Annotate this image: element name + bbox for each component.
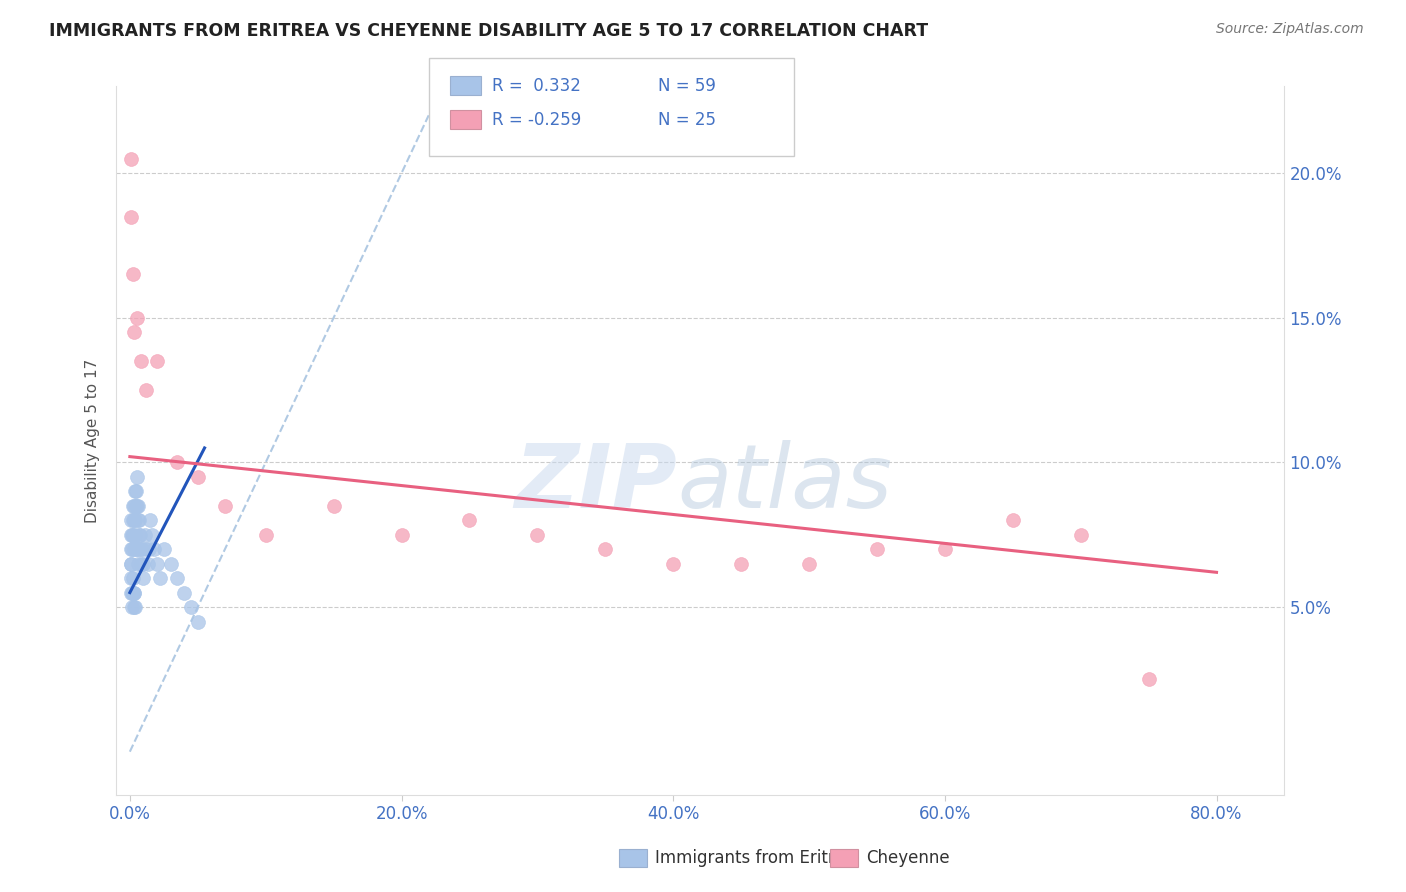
- Text: R = -0.259: R = -0.259: [492, 111, 581, 128]
- Point: [124, 600, 146, 615]
- Point: [120, 210, 142, 224]
- Point: [122, 542, 145, 557]
- Point: [730, 557, 752, 571]
- Point: [121, 600, 143, 615]
- Point: [173, 585, 195, 599]
- Point: [187, 470, 209, 484]
- Point: [153, 542, 176, 557]
- Point: [136, 557, 159, 571]
- Point: [121, 513, 143, 527]
- Point: [135, 542, 157, 557]
- Point: [128, 542, 150, 557]
- Point: [662, 557, 685, 571]
- Point: [120, 585, 142, 599]
- Point: [121, 268, 143, 282]
- Point: [143, 542, 166, 557]
- Point: [122, 600, 145, 615]
- Text: IMMIGRANTS FROM ERITREA VS CHEYENNE DISABILITY AGE 5 TO 17 CORRELATION CHART: IMMIGRANTS FROM ERITREA VS CHEYENNE DISA…: [49, 22, 928, 40]
- Point: [125, 310, 148, 325]
- Point: [121, 542, 143, 557]
- Point: [138, 542, 160, 557]
- Point: [131, 542, 153, 557]
- Point: [125, 470, 148, 484]
- Point: [1137, 673, 1160, 687]
- Point: [121, 585, 143, 599]
- Text: ZIP: ZIP: [515, 440, 676, 527]
- Point: [322, 499, 344, 513]
- Point: [120, 571, 142, 585]
- Point: [134, 527, 156, 541]
- Point: [458, 513, 481, 527]
- Point: [122, 571, 145, 585]
- Point: [127, 513, 149, 527]
- Point: [120, 557, 142, 571]
- Point: [391, 527, 413, 541]
- Point: [120, 152, 142, 166]
- Point: [124, 585, 146, 599]
- Point: [122, 513, 145, 527]
- Point: [124, 484, 146, 499]
- Point: [166, 455, 188, 469]
- Point: [122, 585, 145, 599]
- Point: [121, 527, 143, 541]
- Point: [526, 527, 548, 541]
- Point: [254, 527, 277, 541]
- Point: [128, 527, 150, 541]
- Point: [127, 557, 149, 571]
- Point: [146, 354, 169, 368]
- Text: Source: ZipAtlas.com: Source: ZipAtlas.com: [1216, 22, 1364, 37]
- Point: [1001, 513, 1024, 527]
- Point: [129, 542, 152, 557]
- Point: [146, 557, 169, 571]
- Point: [120, 527, 142, 541]
- Point: [1070, 527, 1092, 541]
- Point: [132, 557, 155, 571]
- Point: [125, 499, 148, 513]
- Point: [131, 557, 153, 571]
- Point: [187, 615, 209, 629]
- Point: [129, 354, 152, 368]
- Point: [124, 527, 146, 541]
- Point: [166, 571, 188, 585]
- Point: [180, 600, 202, 615]
- Point: [125, 499, 148, 513]
- Point: [159, 557, 181, 571]
- Point: [121, 513, 143, 527]
- Text: R =  0.332: R = 0.332: [492, 77, 581, 95]
- Point: [125, 484, 148, 499]
- Text: Cheyenne: Cheyenne: [866, 849, 949, 867]
- Point: [135, 383, 157, 397]
- Point: [214, 499, 236, 513]
- Point: [124, 513, 146, 527]
- Point: [593, 542, 616, 557]
- Text: Immigrants from Eritrea: Immigrants from Eritrea: [655, 849, 855, 867]
- Text: N = 25: N = 25: [658, 111, 716, 128]
- Point: [122, 325, 145, 339]
- Point: [934, 542, 956, 557]
- Point: [141, 527, 163, 541]
- Point: [128, 513, 150, 527]
- Point: [129, 527, 152, 541]
- Point: [122, 527, 145, 541]
- Point: [120, 542, 142, 557]
- Point: [127, 499, 149, 513]
- Point: [149, 571, 172, 585]
- Point: [866, 542, 889, 557]
- Y-axis label: Disability Age 5 to 17: Disability Age 5 to 17: [86, 359, 100, 523]
- Point: [132, 571, 155, 585]
- Point: [127, 542, 149, 557]
- Point: [797, 557, 820, 571]
- Point: [124, 542, 146, 557]
- Point: [121, 499, 143, 513]
- Point: [120, 557, 142, 571]
- Point: [122, 499, 145, 513]
- Point: [139, 513, 162, 527]
- Text: N = 59: N = 59: [658, 77, 716, 95]
- Point: [121, 585, 143, 599]
- Text: atlas: atlas: [676, 441, 891, 526]
